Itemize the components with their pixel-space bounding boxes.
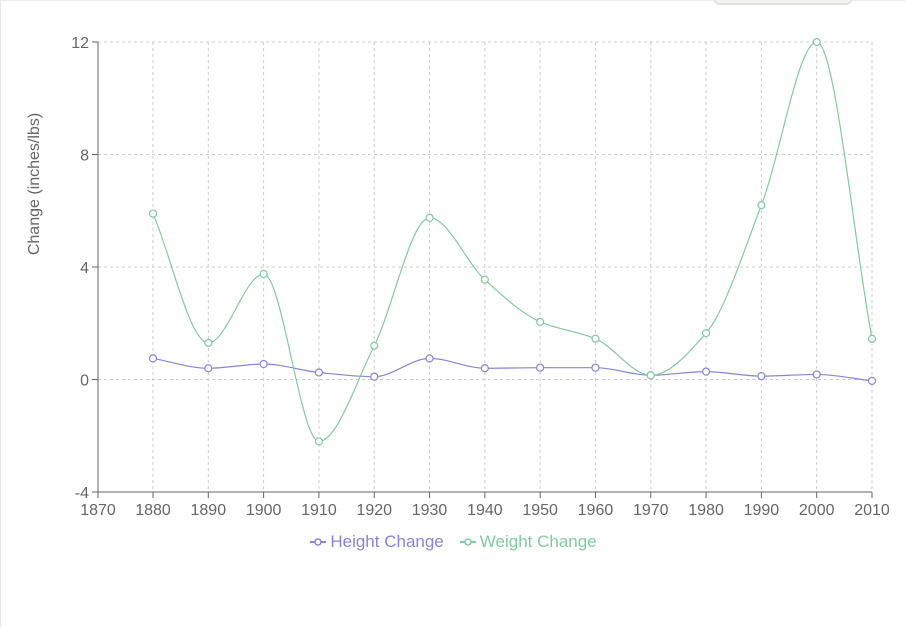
data-point bbox=[425, 213, 434, 222]
data-point bbox=[480, 364, 489, 373]
series-layer bbox=[148, 37, 877, 446]
legend: Height Change Weight Change bbox=[1, 532, 906, 552]
data-point bbox=[591, 334, 600, 343]
x-tick-label: 1930 bbox=[412, 502, 448, 519]
y-tick-label: 0 bbox=[80, 373, 89, 390]
data-point bbox=[812, 370, 821, 379]
x-tick-label: 2000 bbox=[799, 502, 835, 519]
data-point bbox=[867, 334, 877, 343]
legend-item-weight-change[interactable]: Weight Change bbox=[459, 532, 597, 552]
series-line-height-change bbox=[152, 357, 873, 382]
x-tick-label: 1960 bbox=[578, 502, 614, 519]
data-point bbox=[812, 37, 821, 47]
data-point bbox=[480, 275, 489, 284]
series-line-weight-change bbox=[152, 41, 873, 442]
legend-line-icon bbox=[310, 538, 327, 546]
data-point bbox=[148, 209, 158, 218]
x-axis-ticks: 1870 1880 1890 1900 1910 1920 1930 1940 1950 1960… bbox=[80, 492, 890, 519]
data-point bbox=[757, 201, 766, 210]
data-point bbox=[148, 354, 158, 363]
data-point bbox=[204, 364, 213, 373]
data-point bbox=[314, 368, 324, 377]
data-point bbox=[536, 363, 545, 372]
series-weight-change bbox=[148, 37, 877, 446]
y-tick-label: 12 bbox=[71, 35, 89, 52]
x-tick-label: 1910 bbox=[301, 502, 337, 519]
y-axis-label: Change (inches/lbs) bbox=[26, 113, 43, 255]
data-point bbox=[536, 317, 545, 326]
x-tick-label: 1890 bbox=[191, 502, 227, 519]
x-tick-label: 1870 bbox=[80, 502, 116, 519]
y-axis-ticks: -4 0 4 8 12 bbox=[71, 35, 98, 502]
x-tick-label: 1990 bbox=[744, 502, 780, 519]
legend-label: Weight Change bbox=[479, 532, 597, 551]
x-tick-label: 1980 bbox=[688, 502, 724, 519]
data-point bbox=[314, 437, 324, 446]
y-tick-label: 8 bbox=[80, 148, 89, 165]
data-point bbox=[867, 376, 877, 386]
data-point bbox=[370, 372, 379, 381]
legend-label: Height Change bbox=[330, 532, 444, 551]
y-tick-label: 4 bbox=[80, 260, 89, 277]
data-point bbox=[591, 363, 600, 372]
legend-line-icon bbox=[459, 538, 476, 546]
legend-item-height-change[interactable]: Height Change bbox=[310, 532, 444, 552]
x-tick-label: 1970 bbox=[633, 502, 669, 519]
data-point bbox=[204, 338, 213, 348]
grid-lines bbox=[98, 41, 873, 492]
data-point bbox=[425, 354, 434, 363]
x-tick-label: 1920 bbox=[356, 502, 392, 519]
y-tick-label: -4 bbox=[75, 485, 89, 502]
x-tick-label: 1900 bbox=[246, 502, 282, 519]
x-tick-label: 1950 bbox=[522, 502, 558, 519]
data-point bbox=[259, 359, 268, 369]
x-tick-label: 2010 bbox=[854, 502, 890, 519]
data-point bbox=[757, 372, 766, 381]
x-tick-label: 1880 bbox=[135, 502, 171, 519]
data-point bbox=[701, 328, 711, 338]
data-point bbox=[701, 367, 711, 376]
data-point bbox=[259, 269, 268, 279]
x-tick-label: 1940 bbox=[467, 502, 503, 519]
data-point bbox=[646, 371, 655, 380]
data-point bbox=[370, 341, 379, 350]
